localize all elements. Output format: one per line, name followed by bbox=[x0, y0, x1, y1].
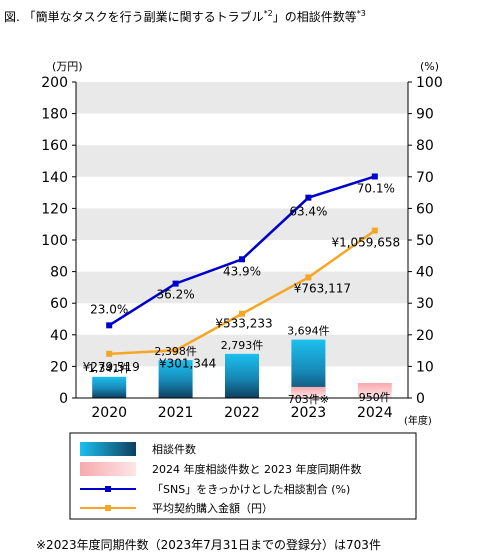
legend-marker-price bbox=[105, 505, 111, 511]
bar-consultations bbox=[158, 360, 193, 398]
x-tick-label: 2022 bbox=[224, 405, 260, 421]
title-text: 「簡単なタスクを行う副業に関するトラブル bbox=[23, 10, 264, 24]
sns-ratio-label: 70.1% bbox=[357, 181, 395, 195]
y-right-tick-label: 30 bbox=[416, 296, 434, 312]
x-tick-label: 2023 bbox=[291, 405, 327, 421]
sns-ratio-label: 63.4% bbox=[289, 205, 327, 219]
sns-ratio-label: 23.0% bbox=[90, 302, 128, 316]
avg-price-marker bbox=[106, 350, 113, 357]
y-right-tick-label: 90 bbox=[416, 107, 434, 123]
y-left-tick-label: 140 bbox=[41, 170, 68, 186]
y-right-tick-label: 40 bbox=[416, 265, 434, 281]
legend: 相談件数 2024 年度相談件数と 2023 年度同期件数 「SNS」をきっかけ… bbox=[69, 432, 417, 520]
avg-price-label: ¥533,233 bbox=[215, 317, 272, 331]
bar-same-period bbox=[291, 386, 326, 398]
avg-price-marker bbox=[305, 274, 312, 281]
y-left-tick-label: 60 bbox=[50, 296, 68, 312]
y-left-tick-label: 80 bbox=[50, 265, 68, 281]
bar-same-period bbox=[357, 382, 392, 398]
y-left-tick-label: 120 bbox=[41, 201, 68, 217]
avg-price-label: ¥301,344 bbox=[159, 356, 216, 370]
y-right-tick-label: 10 bbox=[416, 359, 434, 375]
x-tick-label: 2021 bbox=[158, 405, 194, 421]
combo-chart: 1,341件 2,398件 2,793件 3,694件 703件※ 950件 23.0% 36… bbox=[41, 60, 443, 520]
title-sup1: *2 bbox=[263, 9, 273, 18]
sns-ratio-label: 36.2% bbox=[157, 288, 195, 302]
bar-label-consultations: 1,341件 bbox=[88, 362, 131, 375]
y-right-tick-label: 70 bbox=[416, 170, 434, 186]
y-right-tick-label: 50 bbox=[416, 233, 434, 249]
bar-label-consultations: 3,694件 bbox=[287, 325, 330, 338]
y-right-tick-label: 0 bbox=[416, 391, 425, 407]
grid-bands bbox=[76, 82, 408, 367]
grid-band bbox=[76, 271, 408, 304]
bar-label-consultations: 2,398件 bbox=[154, 345, 197, 358]
y-right-unit: (%) bbox=[420, 60, 439, 73]
y-left-tick-label: 20 bbox=[50, 359, 68, 375]
y-left-tick-label: 0 bbox=[59, 391, 68, 407]
legend-marker-sns bbox=[105, 486, 111, 492]
bar-label-same-period: 703件※ bbox=[288, 393, 329, 406]
y-right-tick-label: 20 bbox=[416, 328, 434, 344]
bar-label-same-period: 950件 bbox=[359, 391, 391, 404]
y-left-tick-label: 40 bbox=[50, 328, 68, 344]
x-tick-label: 2020 bbox=[91, 405, 127, 421]
title-sup2: *3 bbox=[356, 9, 366, 18]
y-left-tick-label: 180 bbox=[41, 107, 68, 123]
chart-title: 図. 「簡単なタスクを行う副業に関するトラブル*2」の相談件数等*3 bbox=[4, 8, 479, 25]
footnote: ※2023年度同期件数（2023年7月31日までの登録分）は703件 bbox=[36, 538, 381, 552]
y-left-unit: (万円) bbox=[52, 60, 83, 73]
avg-price-label: ¥1,059,658 bbox=[331, 236, 400, 250]
title-suffix: 」の相談件数等 bbox=[272, 10, 357, 24]
sns-ratio-marker bbox=[371, 173, 378, 180]
avg-price-marker bbox=[172, 347, 179, 354]
title-prefix: 図. bbox=[4, 10, 20, 24]
legend-swatch-count bbox=[80, 442, 136, 456]
avg-price-marker bbox=[371, 227, 378, 234]
grid-band bbox=[76, 208, 408, 240]
avg-price-label: ¥763,117 bbox=[294, 281, 351, 295]
grid-band bbox=[76, 82, 408, 114]
sns-ratio-marker bbox=[106, 322, 113, 329]
legend-label-sns: 「SNS」をきっかけとした相談割合 (%) bbox=[152, 482, 350, 496]
y-right-tick-label: 100 bbox=[416, 75, 443, 91]
y-left-tick-label: 160 bbox=[41, 138, 68, 154]
y-left-tick-label: 100 bbox=[41, 233, 68, 249]
avg-price-marker bbox=[239, 310, 245, 317]
sns-ratio-label: 43.9% bbox=[223, 264, 261, 278]
x-unit: (年度) bbox=[404, 414, 432, 427]
legend-swatch-pink bbox=[80, 462, 136, 476]
grid-band bbox=[76, 145, 408, 177]
sns-ratio-marker bbox=[172, 280, 179, 287]
sns-ratio-marker bbox=[239, 256, 245, 263]
sns-ratio-marker bbox=[305, 194, 312, 201]
bar-consultations bbox=[225, 353, 259, 398]
bar-label-consultations: 2,793件 bbox=[221, 339, 264, 352]
x-tick-label: 2024 bbox=[357, 405, 393, 421]
legend-label-price: 平均契約購入金額（円） bbox=[152, 501, 273, 515]
y-left-tick-label: 200 bbox=[41, 75, 68, 91]
y-right-tick-label: 80 bbox=[416, 138, 434, 154]
legend-label-pink: 2024 年度相談件数と 2023 年度同期件数 bbox=[152, 462, 361, 476]
bar-consultations bbox=[92, 376, 127, 398]
avg-price-label: ¥279,519 bbox=[83, 360, 140, 374]
y-right-tick-label: 60 bbox=[416, 201, 434, 217]
legend-label-count: 相談件数 bbox=[152, 442, 196, 456]
